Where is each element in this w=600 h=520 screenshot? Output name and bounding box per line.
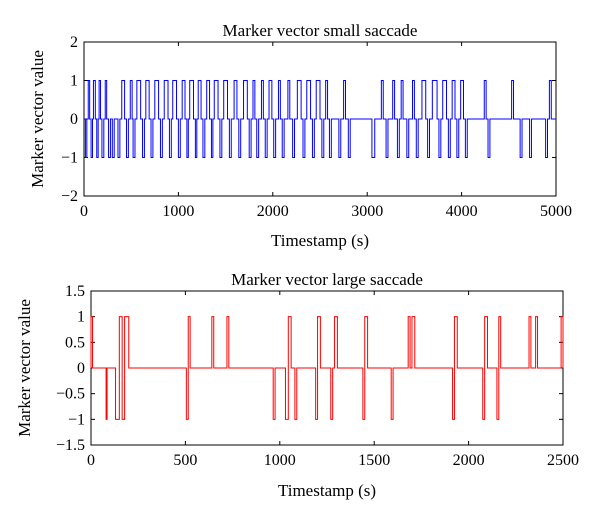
large-saccade-xlabel: Timestamp (s) [278,481,376,500]
large-saccade-plot: Marker vector large saccade 0 500 1000 1500… [15,270,579,500]
small-saccade-x-tick-label: 5000 [540,203,572,220]
small-saccade-y-tick-label: 2 [70,34,78,51]
small-saccade-y-tick-label: 0 [70,111,78,128]
large-saccade-y-tick-label: −0.5 [56,386,85,403]
large-saccade-y-tick-label: 0.5 [65,334,85,351]
large-saccade-x-tick-label: 0 [87,452,95,469]
small-saccade-title: Marker vector small saccade [223,21,418,40]
large-saccade-x-tick-label: 2000 [453,452,485,469]
small-saccade-x-tick-label: 2000 [257,203,289,220]
large-saccade-y-tick-label: −1.5 [56,437,85,454]
small-saccade-x-tick-label: 3000 [351,203,383,220]
small-saccade-xlabel: Timestamp (s) [271,231,369,250]
small-saccade-plot: Marker vector small saccade 0 1000 2000 300… [28,21,572,250]
large-saccade-x-tick-label: 2500 [547,452,579,469]
large-saccade-y-tick-label: −1 [68,411,85,428]
large-saccade-ylabel: Marker vector value [15,299,34,437]
small-saccade-x-tick-label: 0 [80,203,88,220]
small-saccade-y-tick-label: −2 [61,188,78,205]
large-saccade-y-tick-label: 0 [77,360,85,377]
small-saccade-ylabel: Marker vector value [28,50,47,188]
large-saccade-y-tick-label: 1 [77,309,85,326]
small-saccade-series [84,80,556,158]
small-saccade-series-line [84,80,556,158]
large-saccade-title: Marker vector large saccade [231,270,423,289]
large-saccade-x-tick-label: 1500 [358,452,390,469]
large-saccade-series-line [90,316,564,420]
large-saccade-x-tick-label: 1000 [264,452,296,469]
large-saccade-series [90,316,564,420]
small-saccade-x-tick-label: 4000 [446,203,478,220]
large-saccade-ticks: 0 500 1000 1500 2000 2500 −1.5 −1 −0.5 0 0.5 1 1.5 [56,283,579,469]
small-saccade-y-tick-label: 1 [70,73,78,90]
small-saccade-x-tick-label: 1000 [162,203,194,220]
small-saccade-y-tick-label: −1 [61,150,78,167]
large-saccade-x-tick-label: 500 [173,452,197,469]
large-saccade-y-tick-label: 1.5 [65,283,85,300]
small-saccade-ticks: 0 1000 2000 3000 4000 5000 −2 −1 0 1 2 [61,34,572,220]
